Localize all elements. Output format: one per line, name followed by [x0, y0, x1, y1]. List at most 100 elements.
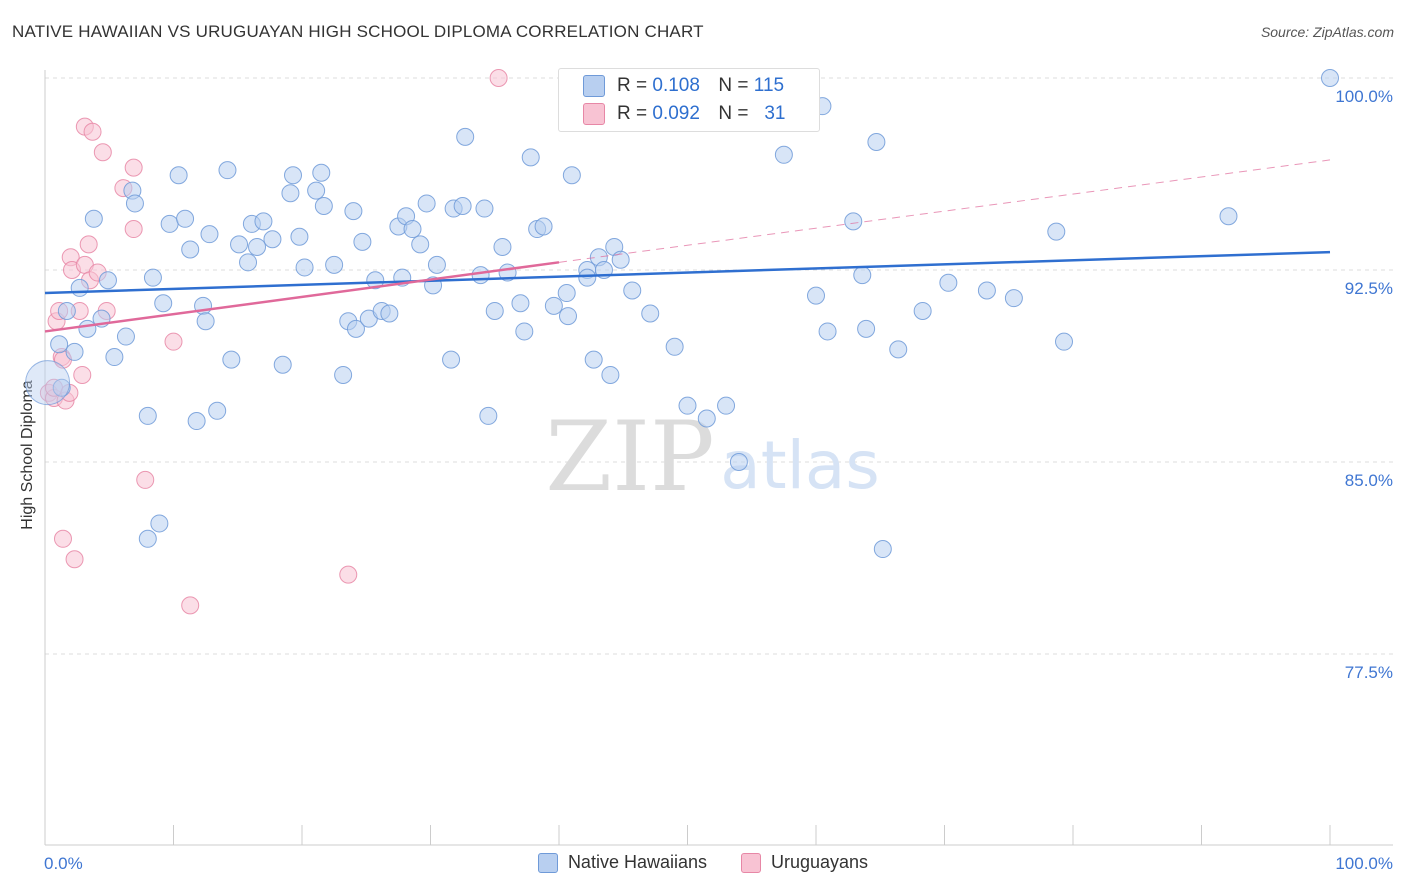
- native-hawaiian-point: [807, 286, 825, 305]
- pink-n-value: 31: [764, 103, 786, 124]
- native-hawaiian-point: [98, 271, 117, 290]
- native-hawaiian-point: [1055, 332, 1074, 351]
- native-hawaiian-point: [578, 268, 597, 287]
- native-hawaiian-point: [611, 250, 630, 269]
- native-hawaiian-point: [479, 406, 498, 425]
- native-hawaiian-point: [248, 237, 267, 256]
- bottom-legend: Native Hawaiians Uruguayans: [0, 852, 1406, 873]
- native-hawaiian-point: [380, 304, 399, 323]
- native-hawaiian-point: [273, 355, 292, 374]
- native-hawaiian-point: [853, 266, 872, 285]
- native-hawaiian-point: [493, 237, 512, 256]
- uruguayans-trend-line: [44, 261, 560, 333]
- native-hawaiian-point: [453, 197, 472, 215]
- native-hawaiian-point: [208, 401, 227, 420]
- native-hawaiian-point: [116, 327, 135, 346]
- native-hawaiian-point: [307, 181, 326, 200]
- native-hawaiian-point: [353, 232, 372, 251]
- uruguayan-point: [339, 565, 358, 584]
- native-hawaiian-point: [544, 296, 563, 315]
- native-hawaiian-point: [717, 396, 736, 415]
- native-hawaiian-point: [263, 230, 282, 249]
- native-hawaiian-point: [125, 194, 144, 213]
- native-hawaiian-point: [403, 220, 422, 239]
- native-hawaiian-point: [181, 240, 200, 259]
- y-tick-label: 85.0%: [1345, 471, 1393, 490]
- uruguayans-trend-extension: [558, 159, 1331, 263]
- native-hawaiian-point: [1219, 207, 1238, 226]
- native-hawaiian-point: [697, 409, 716, 428]
- native-hawaiian-point: [284, 166, 303, 185]
- stats-row-blue: R = 0.108 N = 115: [583, 72, 784, 100]
- native-hawaiian-point: [729, 453, 748, 471]
- legend-blue-swatch: [537, 852, 558, 873]
- native-hawaiian-point: [154, 294, 173, 313]
- blue-swatch: [583, 75, 605, 97]
- blue-r-value: 0.108: [652, 75, 700, 96]
- uruguayan-point: [124, 220, 143, 239]
- native-hawaiian-point: [334, 365, 353, 384]
- x-tick-label-min: 0.0%: [44, 854, 83, 873]
- native-hawaiian-point: [196, 312, 215, 331]
- axes: [44, 70, 1393, 846]
- native-hawaiian-point: [160, 214, 179, 233]
- native-hawaiian-point: [774, 145, 793, 164]
- native-hawaiians-trend-line: [44, 250, 1331, 295]
- native-hawaiian-point: [325, 255, 344, 274]
- native-hawaiian-point: [867, 133, 886, 151]
- native-hawaiian-point: [665, 337, 684, 356]
- native-hawaiian-point: [187, 412, 206, 431]
- uruguayan-point: [53, 529, 72, 548]
- uruguayan-point: [164, 332, 183, 351]
- blue-n-label: N =: [718, 75, 749, 96]
- native-hawaiian-point: [290, 227, 309, 246]
- native-hawaiian-point: [222, 350, 241, 369]
- uruguayan-point: [65, 550, 84, 569]
- native-hawaiian-point: [230, 235, 249, 254]
- native-hawaiian-point: [511, 294, 530, 313]
- native-hawaiian-point: [844, 212, 863, 231]
- native-hawaiian-point: [442, 350, 461, 369]
- native-hawaiian-point: [239, 253, 258, 272]
- native-hawaiian-point: [200, 225, 219, 244]
- native-hawaiian-point: [52, 378, 71, 397]
- uruguayan-point: [83, 122, 102, 141]
- native-hawaiian-point: [1047, 222, 1066, 241]
- legend-pink-swatch: [741, 852, 761, 873]
- native-hawaiian-point: [78, 319, 97, 338]
- x-tick-label-max: 100.0%: [1335, 854, 1393, 873]
- y-tick-label: 100.0%: [1335, 87, 1393, 106]
- native-hawaiian-point: [411, 235, 430, 254]
- stats-row-pink: R = 0.092 N = 31: [583, 100, 785, 128]
- chart-title: NATIVE HAWAIIAN VS URUGUAYAN HIGH SCHOOL…: [12, 22, 704, 41]
- uruguayan-point: [93, 143, 112, 162]
- native-hawaiian-point: [138, 529, 157, 548]
- grid-lines: [45, 77, 1393, 655]
- uruguayan-point: [73, 365, 92, 384]
- native-hawaiian-point: [485, 301, 504, 320]
- native-hawaiian-point: [65, 342, 84, 361]
- native-hawaiian-point: [584, 350, 603, 369]
- native-hawaiian-point: [143, 268, 162, 287]
- native-hawaiian-point: [169, 166, 188, 185]
- uruguayan-point: [136, 470, 155, 489]
- trend-lines: [44, 159, 1331, 333]
- native-hawaiian-point: [456, 127, 475, 146]
- native-hawaiian-point: [150, 514, 169, 533]
- native-hawaiian-point: [1321, 69, 1339, 87]
- native-hawaiian-point: [857, 319, 876, 338]
- native-hawaiian-point: [218, 161, 237, 180]
- legend-item-native-hawaiians[interactable]: Native Hawaiians: [537, 852, 707, 873]
- native-hawaiian-point: [312, 163, 331, 182]
- native-hawaiian-point: [601, 365, 620, 384]
- native-hawaiian-point: [562, 166, 581, 185]
- native-hawaiian-point: [281, 184, 300, 203]
- blue-n-value: 115: [753, 75, 785, 96]
- uruguayan-point: [124, 158, 143, 177]
- native-hawaiian-point: [471, 266, 490, 285]
- native-hawaiians-series: [25, 69, 1339, 559]
- native-hawaiian-point: [70, 278, 89, 297]
- uruguayans-series: [39, 69, 508, 615]
- legend-item-uruguayans[interactable]: Uruguayans: [741, 852, 868, 873]
- native-hawaiian-point: [105, 348, 124, 367]
